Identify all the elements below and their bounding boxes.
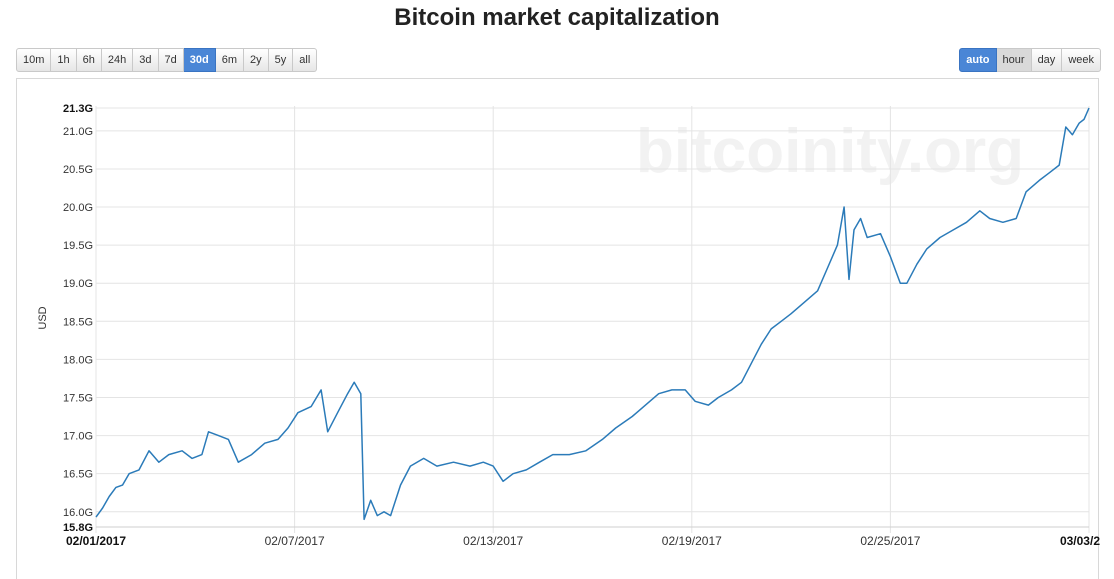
x-tick-label: 02/25/2017: [860, 534, 920, 548]
resolution-button-auto[interactable]: auto: [959, 48, 997, 72]
x-tick-label: 02/01/2017: [66, 534, 126, 548]
y-tick-label: 21.0G: [63, 126, 93, 138]
y-tick-label: 19.0G: [63, 278, 93, 290]
y-tick-label: 16.5G: [63, 469, 93, 481]
y-tick-label: 17.5G: [63, 392, 93, 404]
x-axis-ticks: 02/01/2017 02/07/2017 02/13/2017 02/19/2017…: [66, 534, 1100, 548]
y-tick-label: 19.5G: [63, 240, 93, 252]
y-tick-label: 20.5G: [63, 164, 93, 176]
range-button-2y[interactable]: 2y: [244, 48, 269, 72]
grid-lines: [95, 106, 1090, 533]
range-button-1h[interactable]: 1h: [51, 48, 77, 72]
watermark: bitcoinity.org: [636, 117, 1024, 186]
y-tick-label: 15.8G: [63, 522, 93, 534]
range-button-6h[interactable]: 6h: [76, 48, 102, 72]
chart-title: Bitcoin market capitalization: [394, 4, 720, 31]
y-tick-label: 18.5G: [63, 316, 93, 328]
range-button-group: 10m 1h 6h 24h 3d 7d 30d 6m 2y 5y all: [16, 48, 318, 72]
range-button-7d[interactable]: 7d: [158, 48, 184, 72]
y-axis-label: USD: [37, 306, 49, 329]
range-button-all[interactable]: all: [293, 48, 318, 72]
range-button-30d[interactable]: 30d: [183, 48, 216, 72]
range-button-24h[interactable]: 24h: [101, 48, 134, 72]
x-tick-label: 03/03/2: [1060, 534, 1100, 548]
y-axis-ticks: 15.8G 16.0G 16.5G 17.0G 17.5G 18.0G 18.5G 19.0G…: [63, 103, 93, 534]
resolution-button-hour[interactable]: hour: [996, 48, 1032, 72]
series-line-0[interactable]: [95, 107, 1090, 521]
range-button-3d[interactable]: 3d: [133, 48, 159, 72]
y-tick-label: 20.0G: [63, 202, 93, 214]
x-tick-label: 02/13/2017: [463, 534, 523, 548]
y-tick-label: 18.0G: [63, 354, 93, 366]
y-tick-label: 16.0G: [63, 507, 93, 519]
x-tick-label: 02/19/2017: [662, 534, 722, 548]
range-button-10m[interactable]: 10m: [16, 48, 52, 72]
y-tick-label: 17.0G: [63, 431, 93, 443]
chart-frame: [16, 78, 1099, 579]
resolution-button-day[interactable]: day: [1031, 48, 1063, 72]
y-tick-label: 21.3G: [63, 103, 93, 115]
range-button-6m[interactable]: 6m: [215, 48, 245, 72]
resolution-button-group: auto hour day week: [959, 48, 1101, 72]
range-button-5y[interactable]: 5y: [268, 48, 294, 72]
x-tick-label: 02/07/2017: [265, 534, 325, 548]
series-group: [95, 107, 1090, 521]
resolution-button-week[interactable]: week: [1062, 48, 1101, 72]
